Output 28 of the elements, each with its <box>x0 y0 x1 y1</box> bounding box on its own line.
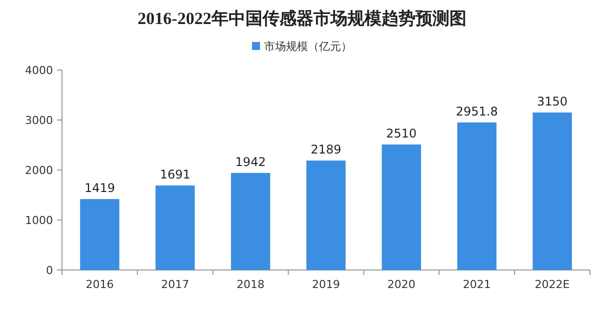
x-tick-label: 2017 <box>161 278 190 291</box>
bar <box>382 144 422 270</box>
data-label: 2951.8 <box>456 104 498 118</box>
data-label: 3150 <box>537 94 568 108</box>
y-tick-label: 3000 <box>25 114 53 127</box>
x-tick-label: 2016 <box>86 278 114 291</box>
y-tick-label: 2000 <box>25 164 53 177</box>
y-tick-label: 0 <box>46 264 53 277</box>
bar <box>457 122 496 270</box>
bar <box>532 112 572 270</box>
chart-title: 2016-2022年中国传感器市场规模趋势预测图 <box>138 9 466 28</box>
x-tick-label: 2022E <box>534 278 570 291</box>
data-label: 1691 <box>160 167 190 182</box>
x-tick-label: 2021 <box>462 278 491 291</box>
y-tick-label: 1000 <box>25 214 53 227</box>
data-label: 2510 <box>386 126 417 140</box>
y-tick-label: 4000 <box>25 64 53 77</box>
legend-label: 市场规模（亿元） <box>264 40 352 53</box>
x-tick-label: 2020 <box>387 278 416 291</box>
data-label: 2189 <box>310 142 342 157</box>
data-label: 1419 <box>84 181 115 196</box>
x-tick-label: 2018 <box>236 278 265 291</box>
data-label: 1942 <box>235 154 266 169</box>
bar <box>230 172 270 270</box>
bar <box>306 160 346 270</box>
bar <box>80 199 120 270</box>
x-tick-label: 2019 <box>312 278 340 291</box>
bar <box>156 185 195 270</box>
